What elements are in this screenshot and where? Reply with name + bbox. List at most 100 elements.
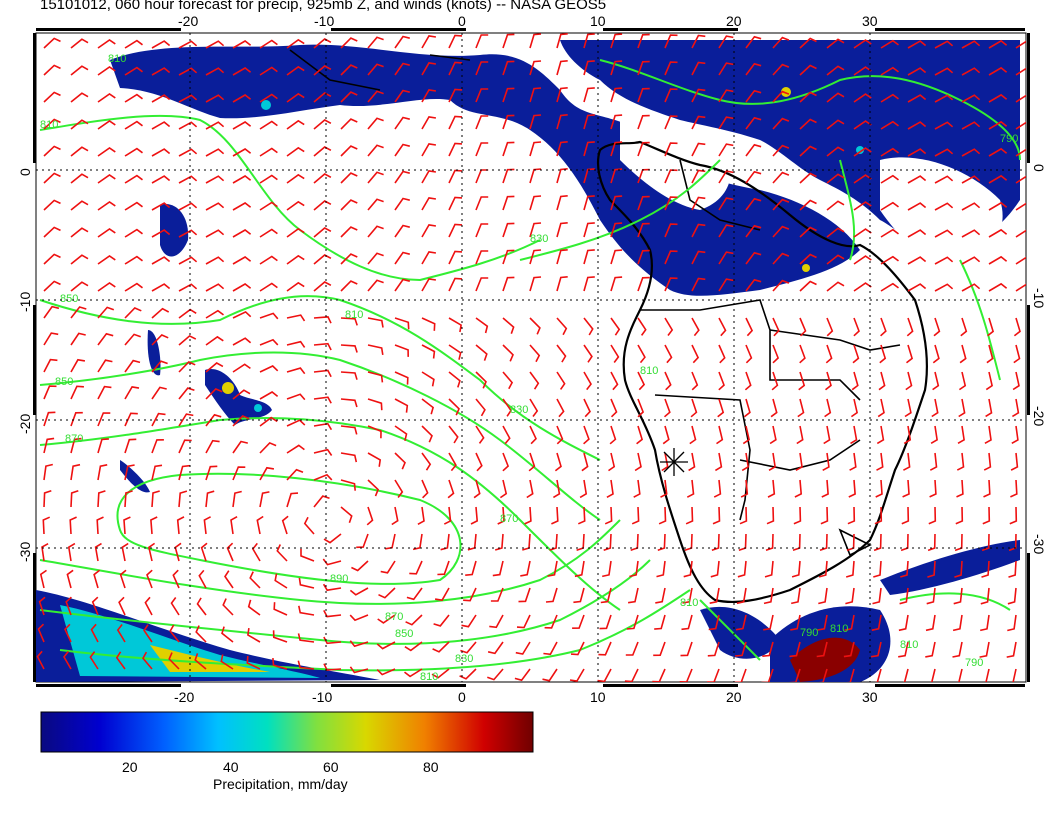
contour-label: 870 — [500, 513, 518, 525]
wind-barb — [880, 39, 899, 49]
wind-barb — [718, 62, 734, 76]
wind-barb — [43, 385, 57, 400]
wind-barb — [817, 614, 828, 631]
wind-barb — [552, 479, 561, 499]
wind-barb — [232, 414, 250, 427]
wind-barb — [340, 64, 358, 76]
wind-barb — [367, 117, 384, 130]
wind-barb — [664, 169, 678, 184]
wind-barb — [200, 542, 208, 562]
wind-barb — [63, 650, 72, 670]
wind-barb — [826, 173, 845, 184]
wind-barb — [691, 277, 706, 292]
wind-barb — [367, 144, 384, 157]
wind-barb — [907, 121, 927, 130]
wind-barb — [205, 335, 224, 346]
wind-barb — [767, 479, 776, 498]
wind-barb — [745, 197, 762, 211]
wind-barb — [710, 560, 720, 578]
wind-barb — [70, 173, 89, 184]
wind-barb — [205, 465, 218, 481]
wind-barb — [322, 583, 342, 592]
wind-barb — [70, 306, 87, 319]
wind-barb — [556, 87, 568, 103]
wind-barb — [934, 94, 954, 103]
wind-barb — [232, 175, 252, 184]
wind-barb — [303, 516, 315, 535]
wind-barb — [475, 223, 489, 238]
wind-barb — [97, 174, 116, 184]
wind-barb — [313, 65, 332, 76]
wind-barb — [799, 253, 817, 265]
wind-barb — [349, 640, 369, 648]
wind-barb — [367, 452, 382, 467]
wind-barb — [124, 438, 137, 454]
wind-barb — [376, 641, 396, 650]
lat-label-left: -30 — [17, 542, 33, 562]
wind-barb — [529, 87, 542, 103]
wind-barb — [124, 147, 143, 157]
wind-barb — [340, 118, 358, 130]
wind-barb — [772, 171, 790, 184]
contour-label: 790 — [1000, 133, 1018, 145]
wind-barb — [70, 411, 83, 427]
wind-barb — [169, 624, 180, 643]
wind-barb — [340, 479, 356, 491]
wind-barb — [118, 596, 126, 616]
wind-barb — [981, 560, 990, 578]
wind-barb — [502, 195, 515, 211]
wind-barb — [1015, 94, 1026, 103]
wind-barb — [448, 34, 463, 49]
wind-barb — [205, 490, 215, 508]
wind-barb — [880, 174, 899, 184]
wind-barb — [529, 317, 541, 335]
wind-barb — [272, 630, 288, 643]
wind-barb — [351, 560, 369, 572]
lon-label-top: 20 — [726, 13, 742, 29]
wind-barb — [178, 283, 198, 292]
wind-barb — [529, 371, 540, 390]
wind-barb — [712, 506, 721, 525]
wind-barb — [340, 452, 358, 463]
wind-barb — [903, 452, 911, 471]
wind-barb — [259, 39, 278, 49]
wind-barb — [205, 309, 224, 319]
wind-barb — [151, 67, 171, 76]
wind-barb — [898, 641, 909, 658]
wind-barb — [956, 452, 965, 471]
wind-barb — [367, 371, 384, 383]
wind-barb — [691, 223, 706, 238]
wind-barb — [475, 344, 488, 361]
wind-barb — [853, 174, 872, 184]
wind-barb — [70, 65, 89, 76]
wind-barb — [178, 387, 195, 400]
wind-barb — [37, 623, 45, 643]
wind-barb — [313, 254, 332, 265]
wind-barb — [259, 466, 275, 481]
wind-barb — [655, 587, 666, 604]
wind-barb — [259, 416, 278, 427]
wind-barb — [849, 452, 857, 471]
wind-barb — [903, 425, 912, 445]
wind-barb — [907, 229, 927, 238]
wind-barb — [178, 464, 190, 481]
wind-barb — [930, 668, 936, 682]
wind-barb — [718, 224, 734, 238]
wind-barb — [554, 452, 562, 472]
wind-barb — [376, 668, 396, 676]
wind-barb — [927, 533, 936, 552]
wind-barb — [494, 533, 504, 551]
wind-barb — [718, 371, 725, 391]
wind-barb — [664, 142, 678, 157]
wind-barb — [899, 587, 909, 605]
wind-barb — [205, 175, 225, 184]
wind-barb — [43, 437, 55, 454]
map-title: 15101012, 060 hour forecast for precip, … — [40, 0, 607, 13]
wind-barb — [259, 491, 270, 508]
wind-barb — [610, 317, 621, 336]
wind-barb — [43, 280, 61, 292]
wind-barb — [772, 252, 790, 265]
lon-label-top: 0 — [458, 13, 466, 29]
wind-barb — [925, 641, 936, 658]
wind-barb — [404, 641, 423, 652]
